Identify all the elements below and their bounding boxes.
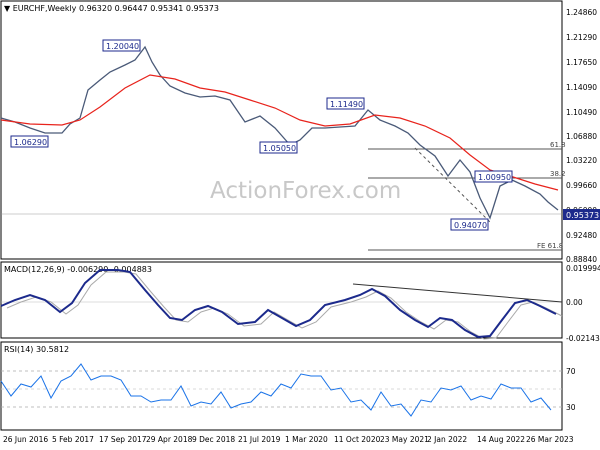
x-axis: 26 Jun 2016 5 Feb 2017 17 Sep 2017 29 Apr 2… (3, 435, 574, 444)
svg-text:1.05050: 1.05050 (263, 144, 296, 153)
x-tick-label: 26 Jun 2016 (3, 435, 48, 444)
price-panel (0, 0, 563, 260)
fe-label-618: FE 61.8 (537, 242, 563, 250)
x-tick-label: 29 Apr 2018 (146, 435, 193, 444)
x-tick-label: 9 Dec 2018 (192, 435, 235, 444)
fib-label-618: 61.8 (550, 141, 566, 149)
fib-label-382: 38.2 (550, 170, 566, 178)
marker-1.00950: 1.00950 (474, 170, 513, 183)
rsi-70-label: 70 (566, 367, 576, 376)
price-tick-label: 1.06880 (566, 132, 597, 141)
price-tick-label: 0.88840 (566, 255, 597, 264)
price-tick-label: 1.17650 (566, 58, 597, 67)
price-tick-label: 1.14090 (566, 83, 597, 92)
current-price-label: 0.95373 (566, 211, 599, 220)
marker-1.06290: 1.06290 (10, 135, 49, 148)
price-tick-label: 0.92480 (566, 231, 597, 240)
svg-text:1.06290: 1.06290 (14, 138, 47, 147)
marker-0.94070: 0.94070 (450, 218, 489, 231)
x-tick-label: 17 Sep 2017 (99, 435, 147, 444)
svg-text:0.94070: 0.94070 (454, 221, 487, 230)
x-tick-label: 23 May 2021 (380, 435, 429, 444)
macd-top-label: 0.019994 (566, 264, 600, 273)
symbol-title: ▼ EURCHF,Weekly 0.96320 0.96447 0.95341 … (4, 4, 219, 13)
x-tick-label: 11 Oct 2020 (334, 435, 381, 444)
marker-1.05050: 1.05050 (259, 141, 298, 154)
svg-text:1.00950: 1.00950 (478, 173, 511, 182)
price-axis: 1.24860 1.21290 1.17650 1.14090 1.10490 1.068… (566, 8, 597, 264)
x-tick-label: 21 Jul 2019 (238, 435, 281, 444)
price-tick-label: 0.99660 (566, 181, 597, 190)
macd-signal-series (6, 271, 563, 340)
macd-bottom-label: -0.021434 (566, 334, 600, 343)
fib-diagonal (414, 147, 491, 223)
price-tick-label: 1.24860 (566, 8, 597, 17)
rsi-30-label: 30 (566, 403, 576, 412)
x-tick-label: 1 Mar 2020 (285, 435, 328, 444)
moving-average-series (0, 74, 559, 191)
macd-trendline (352, 283, 563, 303)
x-tick-label: 5 Feb 2017 (52, 435, 94, 444)
svg-text:1.11490: 1.11490 (330, 100, 363, 109)
price-tick-label: 1.21290 (566, 33, 597, 42)
rsi-panel (0, 341, 563, 431)
macd-zero-label: 0.00 (566, 298, 583, 307)
x-tick-label: 2 Jan 2022 (427, 435, 467, 444)
macd-series (0, 269, 557, 339)
watermark: ActionForex.com (210, 178, 401, 204)
x-tick-label: 26 Mar 2023 (526, 435, 574, 444)
price-tick-label: 1.03220 (566, 156, 597, 165)
marker-1.11490: 1.11490 (326, 97, 365, 110)
rsi-series (0, 363, 552, 417)
price-series (0, 45, 559, 220)
price-tick-label: 1.10490 (566, 108, 597, 117)
svg-text:1.20040: 1.20040 (106, 42, 139, 51)
rsi-title: RSI(14) 30.5812 (4, 345, 69, 354)
macd-title: MACD(12,26,9) -0.006290 -0.004883 (4, 265, 152, 274)
marker-1.20040: 1.20040 (102, 39, 141, 52)
x-tick-label: 14 Aug 2022 (477, 435, 525, 444)
macd-panel (0, 261, 563, 339)
current-price-box (563, 209, 600, 220)
